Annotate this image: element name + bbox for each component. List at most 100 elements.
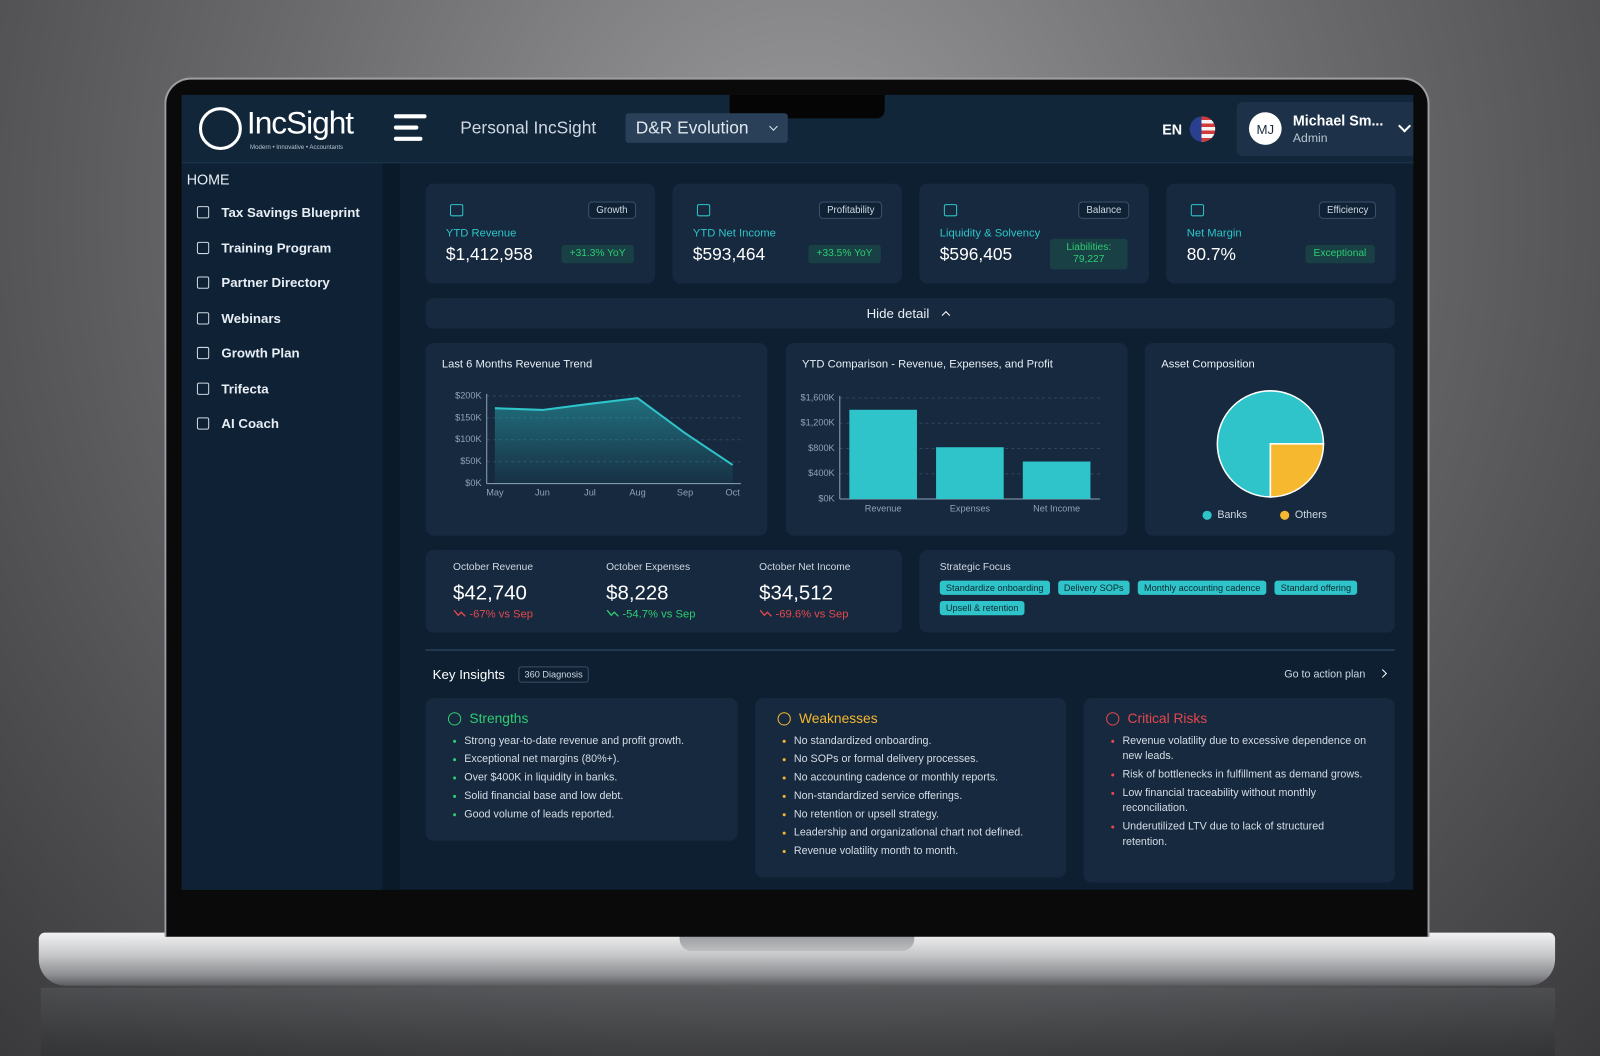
bullet: [782, 794, 786, 798]
insight-item: Underutilized LTV due to lack of structu…: [1110, 819, 1370, 850]
home-label: HOME: [186, 171, 230, 188]
bullet: [1111, 825, 1115, 829]
insight-item: Non-standardized service offerings.: [782, 789, 1042, 804]
kpi-value: $593,464: [692, 244, 766, 265]
insight-text: Risk of bottlenecks in fulfillment as de…: [1122, 768, 1363, 781]
flag: [1189, 116, 1216, 142]
action-link[interactable]: Go to action plan: [1284, 668, 1366, 681]
insight-text: Leadership and organizational chart not …: [793, 826, 1024, 839]
kpi-label: YTD Revenue: [445, 227, 517, 240]
insight-item: Revenue volatility due to excessive depe…: [1110, 734, 1370, 765]
bullet: [782, 849, 786, 854]
kpi-icon: [1190, 204, 1205, 217]
bullet: [1111, 739, 1115, 743]
insight-text: Strong year-to-date revenue and profit g…: [464, 734, 685, 747]
insight-item: Low financial traceability without month…: [1110, 786, 1370, 817]
kpi-card: [672, 183, 903, 284]
insight-text: Non-standardized service offerings.: [793, 789, 963, 803]
nav-icon: [196, 241, 210, 254]
kpi-icon: [449, 204, 464, 217]
insight-item: Strong year-to-date revenue and profit g…: [452, 734, 713, 749]
language[interactable]: EN: [1162, 121, 1183, 138]
insight-item: Revenue volatility month to month.: [782, 844, 1042, 859]
logo-tagline: Modern • Innovative • Accountants: [249, 144, 344, 152]
bullet: [453, 758, 457, 762]
selector-box[interactable]: [625, 113, 788, 143]
kpi-label: YTD Net Income: [692, 227, 776, 240]
kpi-badge: +31.3% YoY: [561, 244, 634, 264]
nav-label: Webinars: [221, 310, 281, 326]
bullet: [782, 831, 786, 835]
camera-notch: [729, 94, 885, 119]
bullet: [782, 813, 786, 817]
selector: D&R Evolution: [635, 118, 749, 138]
insight-text: Low financial traceability without month…: [1122, 786, 1316, 815]
detail-toggle-label: Hide detail: [866, 305, 930, 321]
kpi-value: 80.7%: [1186, 244, 1236, 265]
nav-icon: [196, 206, 210, 219]
chart-title: Asset Composition: [1161, 358, 1255, 371]
kpi-label: Net Margin: [1186, 227, 1242, 240]
insight-text: No SOPs or formal delivery processes.: [793, 753, 979, 766]
insight-item: Solid financial base and low debt.: [452, 789, 713, 804]
focus-tags: Standardize onboarding Delivery SOPs Month…: [939, 580, 1379, 616]
focus-title: Strategic Focus: [939, 561, 1011, 573]
insight-title: Weaknesses: [798, 710, 878, 727]
insight-list: Strong year-to-date revenue and profit g…: [452, 734, 713, 826]
insight-icon: [777, 712, 791, 726]
insight-item: No accounting cadence or monthly reports…: [782, 770, 1042, 785]
stat-change: -67% vs Sep: [469, 608, 534, 621]
bullet: [782, 776, 786, 780]
stat-change: -69.6% vs Sep: [775, 608, 849, 621]
insight-text: Over $400K in liquidity in banks.: [464, 771, 618, 784]
bullet: [453, 813, 457, 817]
sidebar-edge: [382, 163, 400, 890]
nav-item[interactable]: [188, 409, 376, 438]
menu-bar: [393, 125, 419, 130]
kpi-value: $1,412,958: [445, 244, 533, 265]
insight-title: Critical Risks: [1127, 710, 1208, 727]
insight-text: Underutilized LTV due to lack of structu…: [1122, 820, 1325, 848]
nav-label: Trifecta: [221, 380, 269, 396]
chart-card: [425, 342, 768, 536]
nav-icon: [196, 346, 210, 360]
insight-icon: [447, 712, 462, 726]
insight-text: Revenue volatility month to month.: [793, 844, 959, 858]
workspace: Personal IncSight: [460, 118, 597, 138]
nav-label: Tax Savings Blueprint: [221, 204, 360, 220]
bullet: [453, 794, 457, 798]
menu-bar: [393, 114, 427, 119]
nav-icon: [196, 417, 210, 430]
kpi-card: [919, 183, 1149, 284]
insight-text: No retention or upsell strategy.: [793, 808, 939, 821]
nav-label: Growth Plan: [221, 345, 300, 361]
kpi-icon: [696, 204, 711, 217]
stat-change: -54.7% vs Sep: [622, 608, 696, 621]
menu-toggle[interactable]: [391, 110, 430, 145]
insight-card: [755, 697, 1067, 878]
chart-title: YTD Comparison - Revenue, Expenses, and …: [802, 358, 1053, 371]
user-role: Admin: [1292, 130, 1328, 145]
nav-icon: [196, 276, 210, 289]
chart-card: [785, 342, 1128, 536]
stat-value: $8,228: [606, 582, 669, 605]
kpi-card: [425, 183, 656, 284]
avatar-initials: MJ: [1256, 121, 1275, 138]
sidebar: [181, 163, 383, 890]
insight-list: Revenue volatility due to excessive depe…: [1110, 734, 1370, 853]
nav-label: Partner Directory: [221, 274, 330, 291]
kpi-icon: [943, 204, 958, 217]
detail-toggle[interactable]: [425, 297, 1395, 329]
insight-card: [425, 697, 738, 841]
hinge-notch: [679, 934, 915, 952]
kpi-card: [1166, 183, 1396, 284]
divider: [425, 648, 1395, 652]
focus-tag: Delivery SOPs: [1057, 580, 1130, 595]
nav-item[interactable]: [188, 304, 376, 333]
nav-item[interactable]: [188, 374, 376, 403]
kpi-value: $596,405: [939, 244, 1013, 265]
insight-text: No standardized onboarding.: [793, 734, 932, 747]
avatar: [1248, 112, 1282, 145]
